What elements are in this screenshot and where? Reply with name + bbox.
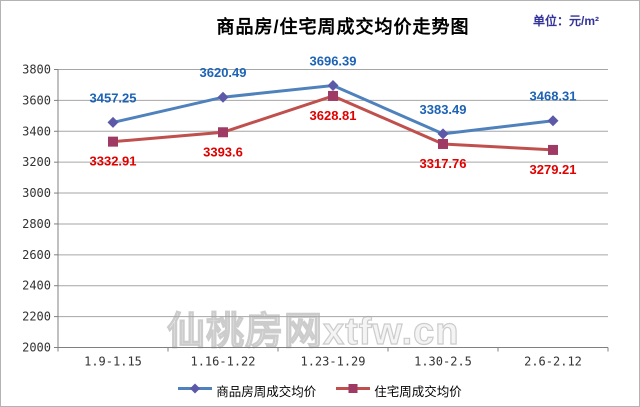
y-axis-label: 2600 <box>22 248 51 262</box>
data-label: 3620.49 <box>200 65 247 80</box>
legend-item-residential: 住宅周成交均价 <box>336 381 462 400</box>
x-axis-label: 1.30-2.5 <box>414 355 472 369</box>
x-axis-label: 1.16-1.22 <box>190 355 255 369</box>
y-axis-label: 3600 <box>22 93 51 107</box>
x-axis-label: 1.9-1.15 <box>84 355 142 369</box>
square-marker <box>328 90 338 101</box>
x-axis-label: 1.23-1.29 <box>300 355 365 369</box>
x-axis-label: 2.6-2.12 <box>524 355 582 369</box>
watermark: 仙桃房网xtfw.cn <box>166 311 460 353</box>
y-axis-label: 2000 <box>22 341 51 355</box>
data-label: 3383.49 <box>420 102 467 117</box>
data-label: 3279.21 <box>530 162 577 177</box>
diamond-marker <box>327 80 339 92</box>
legend-label: 商品房周成交均价 <box>216 385 317 399</box>
square-marker <box>218 127 228 138</box>
y-axis-label: 3200 <box>22 155 51 169</box>
data-label: 3317.76 <box>420 156 467 171</box>
diamond-marker <box>217 91 229 103</box>
data-label: 3393.6 <box>203 144 243 159</box>
legend: 商品房周成交均价 住宅周成交均价 <box>1 381 639 400</box>
data-label: 3468.31 <box>530 89 577 104</box>
legend-swatch-canvas <box>336 383 371 393</box>
data-label: 3696.39 <box>310 54 357 69</box>
legend-swatch-canvas <box>178 383 213 393</box>
square-marker <box>438 138 448 149</box>
diamond-marker <box>437 128 449 140</box>
diamond-marker <box>547 115 559 127</box>
y-axis-label: 3000 <box>22 186 51 200</box>
data-label: 3332.91 <box>90 154 137 169</box>
square-marker <box>548 144 558 155</box>
data-label: 3628.81 <box>310 108 357 123</box>
residential-series-swatch-icon <box>336 382 371 400</box>
square-marker <box>108 136 118 147</box>
y-axis-label: 2400 <box>22 279 51 293</box>
y-axis-label: 3800 <box>22 63 51 77</box>
y-axis-label: 3400 <box>22 124 51 138</box>
y-axis-label: 2800 <box>22 217 51 231</box>
legend-item-commercial: 商品房周成交均价 <box>178 381 316 400</box>
y-axis-label: 2200 <box>22 310 51 324</box>
data-label: 3457.25 <box>90 90 137 105</box>
unit-label: 单位：元/m² <box>532 14 599 28</box>
chart-title: 商品房/住宅周成交均价走势图 <box>216 17 470 37</box>
diamond-marker <box>107 116 119 128</box>
commercial-series-swatch-icon <box>178 382 213 400</box>
legend-label: 住宅周成交均价 <box>374 385 462 399</box>
